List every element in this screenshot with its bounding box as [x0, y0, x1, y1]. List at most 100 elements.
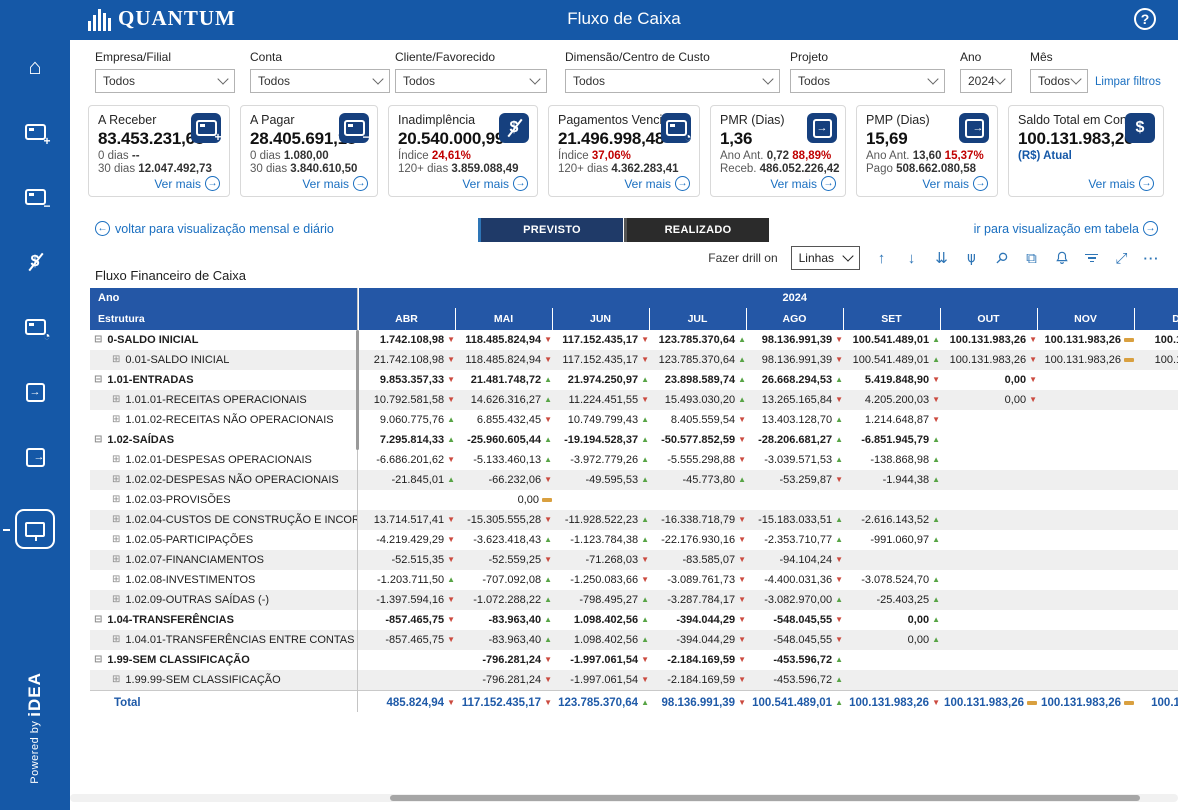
- value-cell: -19.194.528,37 ▲: [564, 434, 649, 446]
- table-row[interactable]: ⊞ 1.02.08-INVESTIMENTOS -1.203.711,50 ▲ -707…: [90, 570, 1178, 590]
- horizontal-scrollbar-thumb[interactable]: [390, 795, 1140, 801]
- ver-mais-link[interactable]: Ver mais →: [302, 176, 368, 191]
- cashflow-matrix: Ano 2024 Estrutura ABR MAI JUN JUL AGO SET OUT NOV…: [90, 288, 1178, 714]
- card-clock-icon: ◔: [665, 120, 692, 143]
- expand-icon[interactable]: ⊞: [112, 474, 121, 485]
- expand-icon[interactable]: ⊞: [112, 514, 121, 525]
- ver-mais-link[interactable]: Ver mais →: [154, 176, 220, 191]
- filter-dropdown[interactable]: Todos: [395, 69, 547, 93]
- trend-up-icon: ▲: [835, 697, 843, 707]
- collapse-icon[interactable]: ⊟: [94, 654, 103, 665]
- trend-down-icon: ▼: [447, 455, 455, 464]
- card-clock-icon: ◔: [24, 319, 51, 342]
- table-row[interactable]: ⊞ 1.02.05-PARTICIPAÇÕES -4.219.429,29 ▼ -3.6…: [90, 530, 1178, 550]
- month-header-jun: JUN: [551, 308, 649, 330]
- expand-icon[interactable]: ⊞: [112, 634, 121, 645]
- expand-icon[interactable]: ⊞: [112, 674, 121, 685]
- pin-icon[interactable]: ⚲: [991, 248, 1012, 268]
- filter-dropdown[interactable]: 2024: [960, 69, 1012, 93]
- ver-mais-link[interactable]: Ver mais →: [1088, 176, 1154, 191]
- trend-up-icon: ▲: [835, 435, 843, 444]
- expand-icon[interactable]: ⊞: [112, 494, 121, 505]
- table-row[interactable]: ⊞ 1.02.07-FINANCIAMENTOS -52.515,35 ▼ -52.55…: [90, 550, 1178, 570]
- expand-icon[interactable]: ⊞: [112, 574, 121, 585]
- expand-tree-icon[interactable]: ⋔: [965, 249, 978, 267]
- table-row[interactable]: ⊞ 1.02.09-OUTRAS SAÍDAS (-) -1.397.594,16 ▼…: [90, 590, 1178, 610]
- ver-mais-link[interactable]: Ver mais →: [922, 176, 988, 191]
- table-row[interactable]: ⊟ 1.01-ENTRADAS 9.853.357,33 ▼ 21.481.748,72…: [90, 370, 1178, 390]
- value-cell: -857.465,75 ▼: [385, 614, 455, 626]
- sidebar-item-box-arrow-in[interactable]: →: [20, 379, 50, 405]
- matrix-vertical-scrollbar[interactable]: [356, 330, 359, 450]
- table-row[interactable]: ⊟ 1.99-SEM CLASSIFICAÇÃO -796.281,24 ▼ -1.99…: [90, 650, 1178, 670]
- table-row[interactable]: ⊟ 1.02-SAÍDAS 7.295.814,33 ▲ -25.960.605,44 ▲…: [90, 430, 1178, 450]
- copy-icon[interactable]: ⧉: [1026, 249, 1037, 267]
- table-row[interactable]: ⊟ 0-SALDO INICIAL 1.742.108,98 ▼ 118.485.824…: [90, 330, 1178, 350]
- ver-mais-link[interactable]: Ver mais →: [624, 176, 690, 191]
- value-cell: -2.184.169,59 ▼: [649, 670, 746, 691]
- expand-icon[interactable]: ⊞: [112, 554, 121, 565]
- realizado-button[interactable]: REALIZADO: [624, 218, 769, 242]
- bell-icon[interactable]: [1053, 250, 1070, 267]
- filter-dropdown[interactable]: Todos: [565, 69, 780, 93]
- ver-mais-link[interactable]: Ver mais →: [462, 176, 528, 191]
- table-view-link[interactable]: ir para visualização em tabela →: [974, 221, 1158, 236]
- filter-dropdown[interactable]: Todos: [250, 69, 390, 93]
- sidebar-item-card-plus[interactable]: +: [20, 119, 51, 147]
- sidebar-item-monitor[interactable]: [3, 509, 55, 549]
- trend-up-icon: ▲: [932, 355, 940, 364]
- table-row[interactable]: ⊞1.02.04-CUSTOS DE CONSTRUÇÃO E INCORPOR…: [90, 510, 1178, 530]
- expand-icon[interactable]: ⊞: [112, 594, 121, 605]
- ver-mais-link[interactable]: Ver mais →: [770, 176, 836, 191]
- trend-down-icon: ▼: [641, 575, 649, 584]
- expand-icon[interactable]: ⊞: [112, 394, 121, 405]
- sidebar-item-money-slash[interactable]: $: [20, 249, 50, 275]
- previsto-button[interactable]: PREVISTO: [478, 218, 623, 242]
- back-to-monthly-link[interactable]: ← voltar para visualização mensal e diár…: [95, 221, 334, 236]
- drill-dimension-select[interactable]: Linhas: [790, 246, 860, 270]
- clear-filters-link[interactable]: Limpar filtros: [1095, 76, 1161, 88]
- collapse-icon[interactable]: ⊟: [94, 434, 103, 445]
- popout-icon[interactable]: ⤢: [1115, 249, 1128, 267]
- double-arrow-down-icon[interactable]: ⇊: [935, 249, 948, 267]
- sidebar-item-box-arrow-out[interactable]: →: [20, 444, 50, 470]
- table-row[interactable]: ⊟ 1.04-TRANSFERÊNCIAS -857.465,75 ▼ -83.963,…: [90, 610, 1178, 630]
- filter-dropdown[interactable]: Todos: [95, 69, 235, 93]
- expand-icon[interactable]: ⊞: [112, 454, 121, 465]
- trend-up-icon: ▲: [932, 455, 940, 464]
- trend-up-icon: ▲: [641, 535, 649, 544]
- collapse-icon[interactable]: ⊟: [94, 614, 103, 625]
- trend-up-icon: ▲: [932, 475, 940, 484]
- value-cell: -2.184.169,59 ▼: [667, 654, 746, 666]
- filter-dropdown[interactable]: Todos: [1030, 69, 1088, 93]
- expand-icon[interactable]: ⊞: [112, 534, 121, 545]
- filter-icon[interactable]: [1083, 250, 1100, 267]
- table-row[interactable]: ⊞ 0.01-SALDO INICIAL 21.742.108,98 ▼ 118.485…: [90, 350, 1178, 370]
- more-options-icon[interactable]: ···: [1143, 250, 1160, 266]
- table-row[interactable]: ⊞ 1.01.01-RECEITAS OPERACIONAIS 10.792.581…: [90, 390, 1178, 410]
- help-icon[interactable]: ?: [1134, 8, 1156, 30]
- table-row[interactable]: ⊞ 1.04.01-TRANSFERÊNCIAS ENTRE CONTAS -857…: [90, 630, 1178, 650]
- value-cell: -707.092,08 ▲: [482, 574, 552, 586]
- card-line-2: 120+ dias 4.362.283,41: [558, 163, 679, 175]
- trend-flat-icon: [1027, 700, 1037, 705]
- table-row[interactable]: ⊞ 1.02.02-DESPESAS NÃO OPERACIONAIS -21.84…: [90, 470, 1178, 490]
- arrow-down-icon[interactable]: ↓: [907, 249, 916, 267]
- trend-up-icon: ▲: [641, 455, 649, 464]
- sidebar-item-home[interactable]: ⌂: [20, 54, 50, 80]
- expand-icon[interactable]: ⊞: [112, 414, 121, 425]
- table-row[interactable]: ⊞ 1.02.03-PROVISÕES 0,00: [90, 490, 1178, 510]
- value-cell: [1037, 410, 1134, 430]
- collapse-icon[interactable]: ⊟: [94, 374, 103, 385]
- table-row[interactable]: ⊞ 1.01.02-RECEITAS NÃO OPERACIONAIS 9.060.…: [90, 410, 1178, 430]
- table-row[interactable]: ⊞ 1.99.99-SEM CLASSIFICAÇÃO -796.281,24 ▼ -1…: [90, 670, 1178, 691]
- filter-dropdown[interactable]: Todos: [790, 69, 945, 93]
- collapse-icon[interactable]: ⊟: [94, 334, 103, 345]
- trend-up-icon: ▲: [641, 435, 649, 444]
- value-cell: -548.045,55 ▼: [746, 630, 843, 650]
- sidebar-item-card-minus[interactable]: −: [20, 184, 51, 212]
- table-row[interactable]: ⊞ 1.02.01-DESPESAS OPERACIONAIS -6.686.201…: [90, 450, 1178, 470]
- expand-icon[interactable]: ⊞: [112, 354, 121, 365]
- sidebar-item-card-clock[interactable]: ◔: [20, 314, 51, 342]
- arrow-up-icon[interactable]: ↑: [877, 249, 886, 267]
